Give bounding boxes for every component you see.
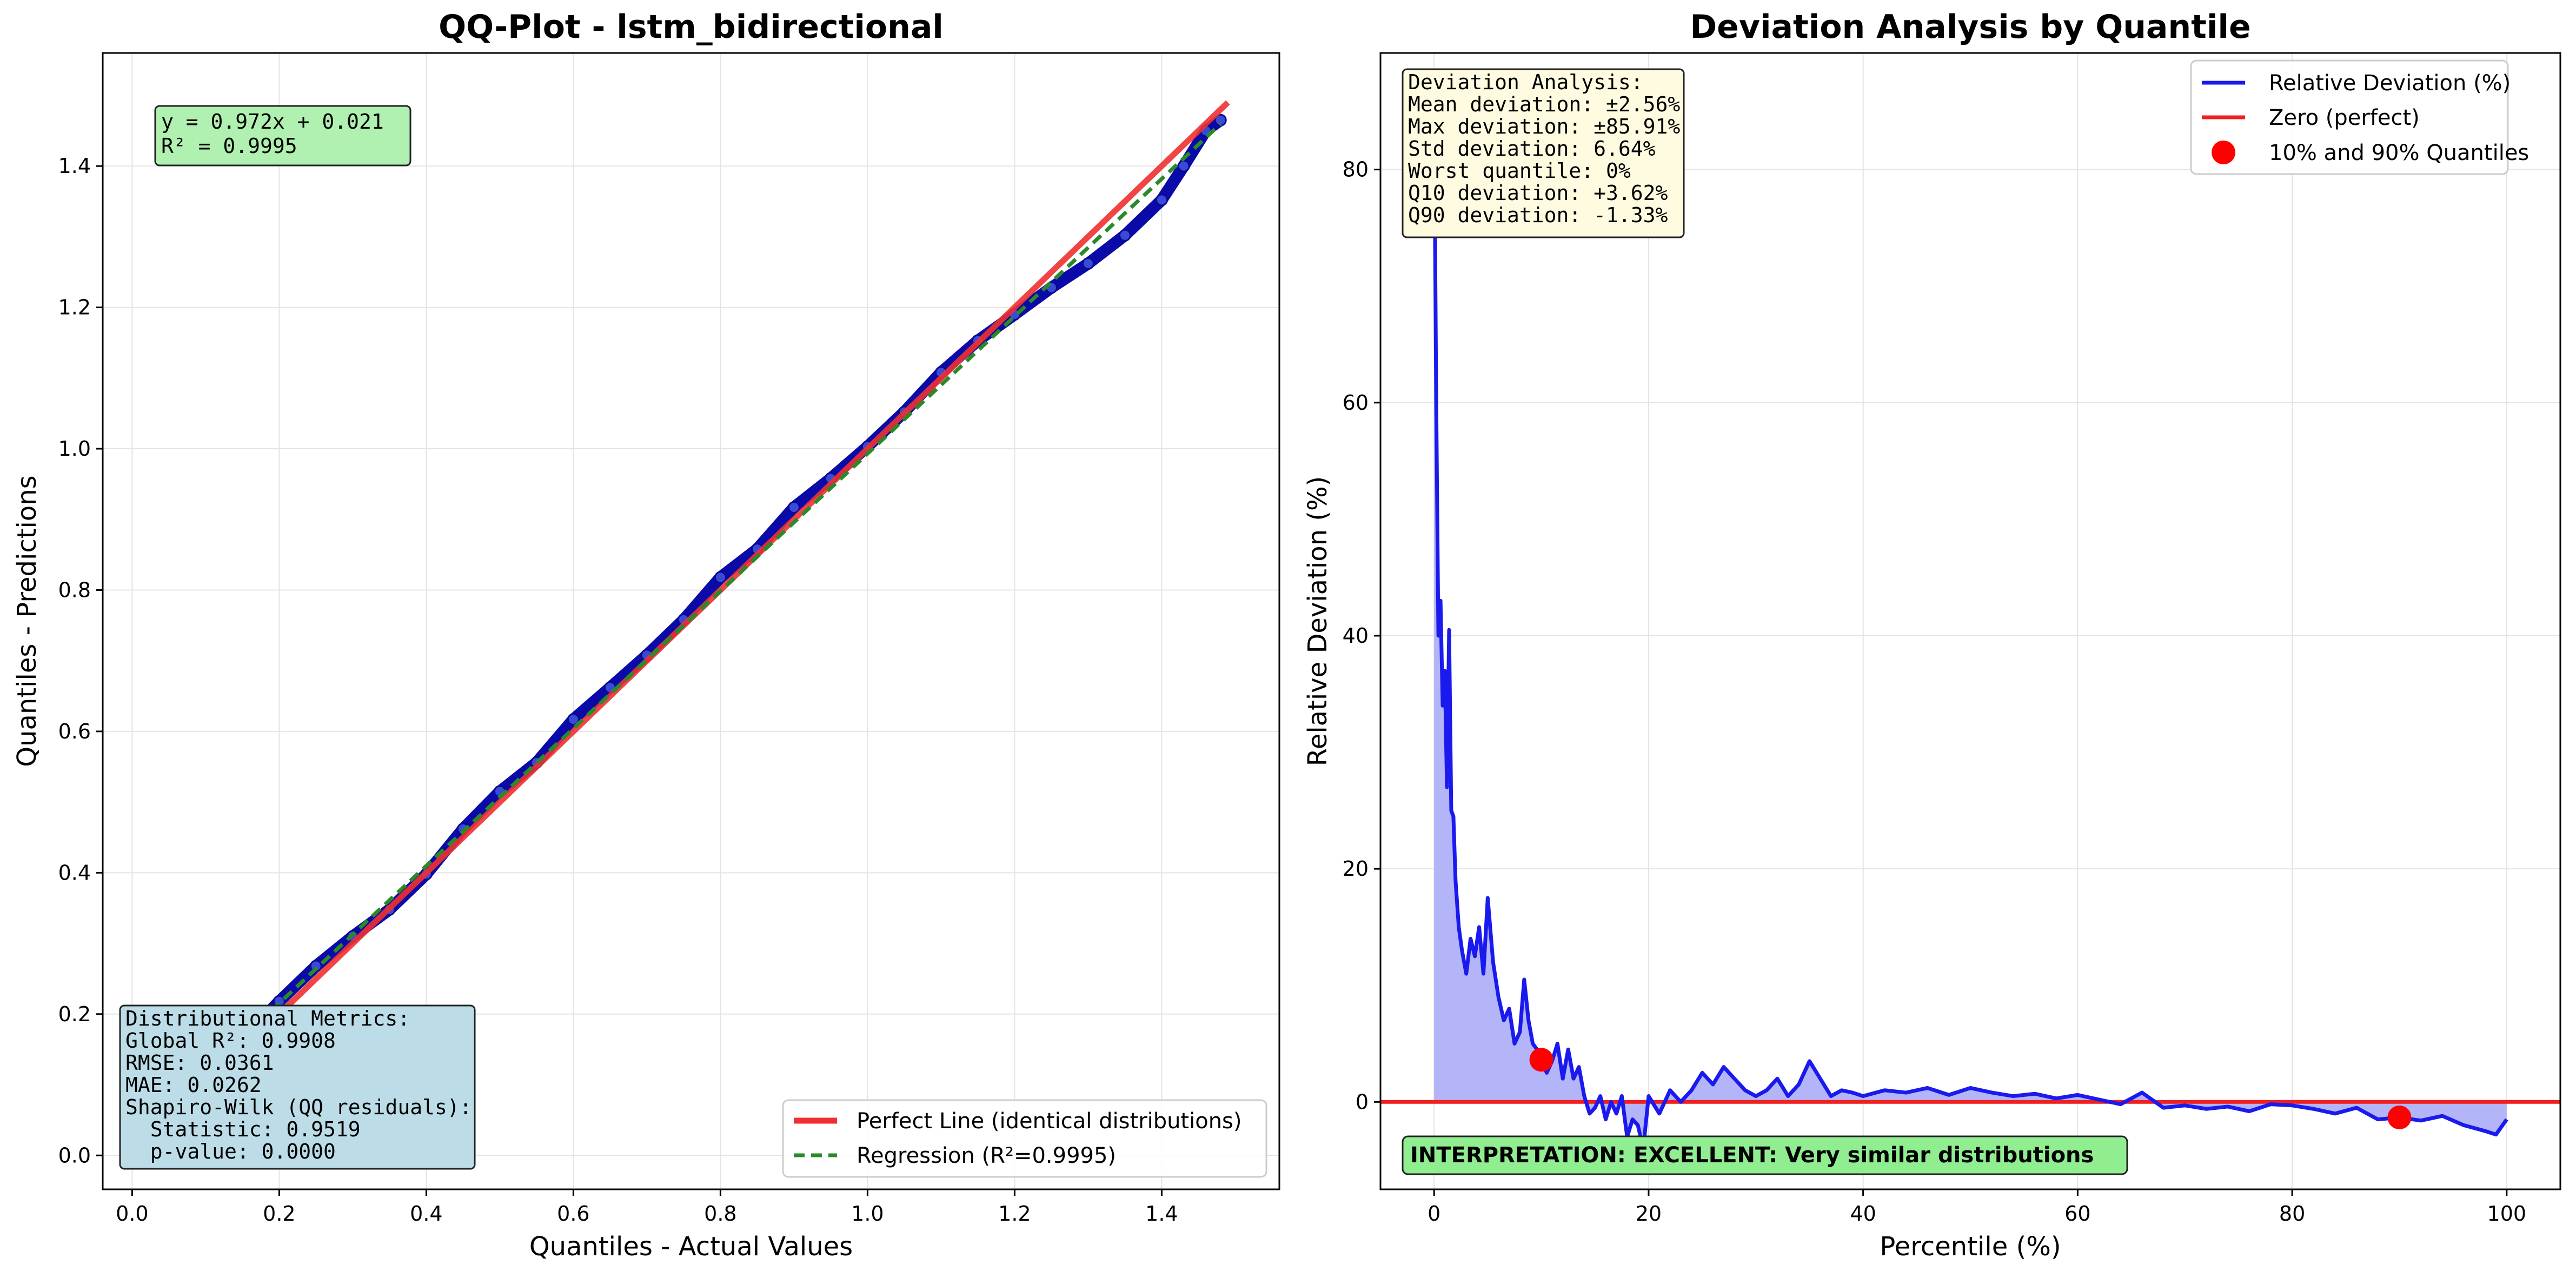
deviation-y-tick-label: 80	[1343, 158, 1369, 182]
q90-marker	[2387, 1105, 2412, 1129]
deviation-line-worst: Worst quantile: 0%	[1408, 159, 1631, 183]
metrics-line-statistic: Statistic: 0.9519	[125, 1117, 361, 1141]
deviation-x-tick-label: 80	[2279, 1202, 2305, 1226]
deviation-x-tick-label: 20	[1636, 1202, 1662, 1226]
qq-y-ticks: 0.0 0.2 0.4 0.6 0.8 1.0 1.2 1.4	[58, 154, 103, 1167]
deviation-line-heading: Deviation Analysis:	[1408, 70, 1643, 94]
legend-perfect-line-label: Perfect Line (identical distributions)	[857, 1109, 1242, 1134]
deviation-y-axis-label: Relative Deviation (%)	[1303, 476, 1333, 767]
qq-scatter-point	[567, 713, 580, 726]
legend-regression-label: Regression (R²=0.9995)	[857, 1143, 1116, 1168]
qq-scatter-point	[714, 571, 727, 584]
legend-quantile-marker-swatch	[2212, 141, 2235, 164]
deviation-x-axis-label: Percentile (%)	[1880, 1232, 2061, 1262]
qq-y-tick-label: 1.0	[58, 437, 91, 461]
qq-x-tick-label: 1.0	[851, 1202, 884, 1226]
qq-x-ticks: 0.0 0.2 0.4 0.6 0.8 1.0 1.2 1.4	[116, 1189, 1178, 1226]
metrics-line-global-r2: Global R²: 0.9908	[125, 1029, 336, 1053]
qq-y-tick-label: 0.4	[58, 861, 91, 884]
relative-deviation-line	[1432, 101, 2508, 1151]
deviation-line-max: Max deviation: ±85.91%	[1408, 115, 1680, 138]
qq-y-tick-label: 0.2	[58, 1002, 91, 1026]
metrics-line-shapiro: Shapiro-Wilk (QQ residuals):	[125, 1095, 472, 1119]
deviation-title: Deviation Analysis by Quantile	[1690, 8, 2250, 46]
equation-box-background	[154, 105, 411, 167]
qq-axes-frame	[102, 52, 1280, 1190]
qq-x-tick-label: 0.0	[116, 1202, 148, 1226]
qq-legend: Perfect Line (identical distributions) R…	[782, 1099, 1267, 1178]
deviation-legend: Relative Deviation (%) Zero (perfect) 10…	[2190, 59, 2529, 175]
deviation-panel: 0 20 40 60 80 100 0 20 40 60 80 Deviation Analysi…	[1303, 8, 2561, 1262]
regression-line	[131, 122, 1222, 1142]
qq-scatter-point	[787, 501, 800, 514]
deviation-axes-frame	[1379, 52, 2561, 1190]
deviation-line-group	[1432, 101, 2508, 1151]
qq-scatter-point	[1081, 257, 1094, 270]
interpretation-box-background	[1402, 1135, 2128, 1175]
deviation-y-ticks: 0 20 40 60 80	[1343, 158, 1380, 1114]
qq-x-tick-label: 1.2	[998, 1202, 1031, 1226]
metrics-line-rmse: RMSE: 0.0361	[125, 1051, 274, 1075]
metrics-line-heading: Distributional Metrics:	[125, 1007, 410, 1030]
equation-line: y = 0.972x + 0.021	[161, 110, 384, 134]
metrics-line-mae: MAE: 0.0262	[125, 1073, 262, 1097]
qq-y-tick-label: 1.4	[58, 154, 91, 178]
deviation-y-tick-label: 40	[1343, 624, 1369, 648]
legend-zero-label: Zero (perfect)	[2269, 105, 2420, 130]
interpretation-box: INTERPRETATION: EXCELLENT: Very similar …	[1402, 1135, 2128, 1175]
deviation-line-mean: Mean deviation: ±2.56%	[1408, 92, 1680, 116]
deviation-y-tick-label: 0	[1356, 1090, 1369, 1114]
legend-relative-deviation-label: Relative Deviation (%)	[2269, 71, 2511, 96]
qq-y-tick-label: 0.8	[58, 578, 91, 602]
qq-y-tick-label: 0.0	[58, 1143, 91, 1167]
qq-scatter-point	[1155, 194, 1168, 207]
qq-y-axis-label: Quantiles - Predictions	[12, 475, 42, 767]
metrics-box-background	[119, 1004, 476, 1170]
r-squared-line: R² = 0.9995	[161, 134, 297, 158]
qq-scatter-point	[1177, 159, 1190, 172]
deviation-x-tick-label: 60	[2064, 1202, 2090, 1226]
qq-x-tick-label: 0.8	[704, 1202, 736, 1226]
distributional-metrics-box: Distributional Metrics: Global R²: 0.990…	[119, 1004, 476, 1170]
qq-plot-panel: 0.0 0.2 0.4 0.6 0.8 1.0 1.2 1.4 0.0 0.2 0.4 0.6 0.8…	[12, 8, 1280, 1262]
deviation-legend-frame	[2190, 59, 2509, 175]
deviation-y-tick-label: 60	[1343, 391, 1369, 415]
q10-marker	[1529, 1048, 1553, 1072]
deviation-box-background	[1402, 68, 1685, 238]
metrics-line-p-value: p-value: 0.0000	[125, 1140, 336, 1163]
deviation-stats-box: Deviation Analysis: Mean deviation: ±2.5…	[1402, 68, 1685, 238]
qq-y-tick-label: 1.2	[58, 296, 91, 320]
qq-plot-title: QQ-Plot - lstm_bidirectional	[439, 8, 944, 46]
deviation-y-tick-label: 20	[1343, 857, 1369, 881]
deviation-x-tick-label: 100	[2487, 1202, 2527, 1226]
deviation-x-tick-label: 40	[1850, 1202, 1876, 1226]
qq-y-tick-label: 0.6	[58, 720, 91, 743]
qq-legend-frame	[782, 1099, 1267, 1178]
deviation-x-tick-label: 0	[1428, 1202, 1440, 1226]
legend-quantile-label: 10% and 90% Quantiles	[2269, 141, 2529, 165]
interpretation-text: INTERPRETATION: EXCELLENT: Very similar …	[1410, 1143, 2094, 1168]
deviation-line-q90: Q90 deviation: -1.33%	[1408, 203, 1668, 227]
qq-x-tick-label: 0.4	[410, 1202, 442, 1226]
regression-equation-box: y = 0.972x + 0.021 R² = 0.9995	[154, 105, 411, 167]
qq-x-tick-label: 0.6	[557, 1202, 589, 1226]
deviation-line-q10: Q10 deviation: +3.62%	[1408, 181, 1668, 205]
qq-x-tick-label: 0.2	[263, 1202, 295, 1226]
qq-reference-lines	[130, 100, 1230, 1158]
qq-x-axis-label: Quantiles - Actual Values	[529, 1232, 853, 1262]
qq-x-tick-label: 1.4	[1145, 1202, 1178, 1226]
quantile-markers	[1529, 1048, 2412, 1129]
deviation-line-std: Std deviation: 6.64%	[1408, 137, 1656, 161]
deviation-x-ticks: 0 20 40 60 80 100	[1428, 1189, 2526, 1226]
qq-scatter-point	[1118, 229, 1131, 242]
